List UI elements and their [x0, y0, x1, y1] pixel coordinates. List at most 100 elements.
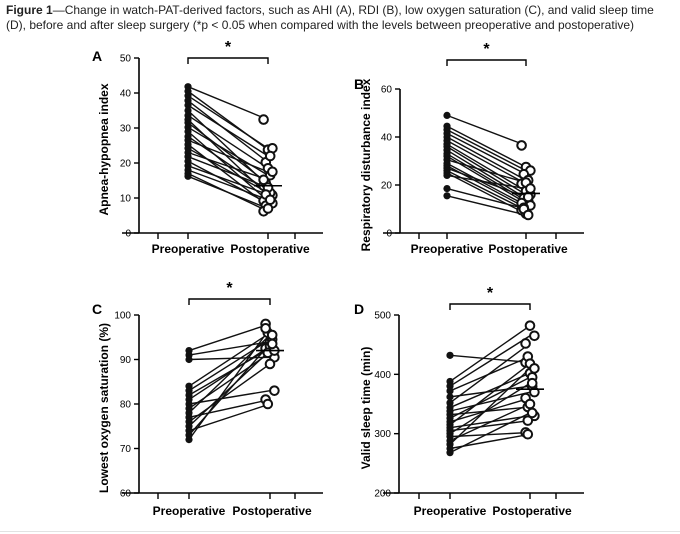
- pair-line: [449, 406, 531, 416]
- y-tick-label: 30: [120, 124, 132, 135]
- significance-bracket: [187, 57, 269, 64]
- post-point: [522, 415, 534, 426]
- pair-line: [449, 385, 531, 398]
- post-point: [264, 150, 276, 162]
- panel-letter-D: D: [354, 301, 364, 317]
- significance-marker: *: [483, 41, 490, 58]
- pair-line: [188, 350, 271, 427]
- y-tick-label: 100: [114, 311, 131, 322]
- pair-line: [449, 382, 531, 435]
- post-point: [526, 377, 538, 389]
- significance-marker: *: [225, 39, 232, 56]
- bottom-divider: [0, 531, 680, 532]
- x-category-label: Preoperative: [152, 242, 225, 256]
- pre-point: [184, 172, 192, 180]
- pair-line: [188, 363, 271, 423]
- pair-line: [446, 162, 527, 207]
- pre-point: [184, 101, 192, 109]
- pair-line: [187, 100, 269, 163]
- pair-line: [187, 156, 269, 189]
- pair-line: [188, 345, 271, 401]
- x-category-label: Postoperative: [230, 242, 310, 256]
- y-axis-title: Apnea-hypopnea index: [97, 83, 111, 215]
- pair-line: [449, 354, 531, 364]
- significance-marker: *: [226, 280, 233, 297]
- x-category-label: Preoperative: [414, 504, 487, 518]
- post-point: [526, 407, 538, 419]
- pair-line: [187, 86, 269, 121]
- post-point: [264, 358, 276, 370]
- x-category-label: Postoperative: [488, 242, 568, 256]
- pre-point: [446, 387, 454, 395]
- pair-line: [446, 159, 527, 184]
- post-point: [516, 140, 527, 151]
- pair-line: [449, 335, 531, 387]
- pair-line: [449, 367, 531, 445]
- pair-line: [446, 139, 527, 185]
- significance-bracket: [446, 59, 527, 66]
- post-point: [262, 203, 274, 214]
- pre-point: [443, 171, 451, 179]
- y-tick-label: 50: [120, 54, 132, 65]
- pair-line: [449, 376, 531, 419]
- post-point: [522, 209, 534, 221]
- pair-line: [187, 165, 269, 196]
- pre-point: [446, 351, 454, 359]
- caption-text: —Change in watch-PAT-derived factors, su…: [6, 3, 654, 32]
- pair-line: [449, 431, 531, 438]
- pair-line: [188, 356, 271, 361]
- pair-line: [188, 389, 271, 405]
- post-point: [258, 174, 269, 186]
- pair-line: [187, 139, 269, 173]
- pair-line: [446, 136, 527, 181]
- x-category-label: Preoperative: [411, 242, 484, 256]
- y-axis-title: Lowest oxygen saturation (%): [97, 323, 111, 493]
- pair-line: [446, 174, 527, 190]
- significance-marker: *: [487, 285, 494, 302]
- post-point: [258, 114, 269, 125]
- post-point: [524, 320, 536, 331]
- y-tick-label: 0: [386, 229, 392, 240]
- x-category-label: Postoperative: [232, 504, 312, 518]
- y-tick-label: 20: [120, 159, 132, 170]
- pair-line: [188, 332, 271, 387]
- post-point: [264, 194, 276, 206]
- pre-point: [185, 436, 193, 444]
- significance-bracket: [449, 303, 531, 310]
- pair-line: [446, 114, 527, 147]
- pre-point: [443, 192, 451, 200]
- post-point: [529, 330, 540, 342]
- pair-line: [187, 104, 269, 157]
- y-tick-label: 70: [120, 444, 132, 455]
- post-point: [520, 338, 531, 349]
- y-tick-label: 80: [120, 400, 132, 411]
- pair-line: [187, 160, 269, 204]
- significance-bracket: [188, 298, 271, 305]
- post-point: [524, 398, 536, 410]
- pair-line: [188, 327, 271, 441]
- pair-line: [188, 323, 271, 352]
- pair-line: [446, 132, 527, 175]
- y-tick-label: 60: [120, 489, 132, 500]
- pair-line: [188, 347, 271, 396]
- y-tick-label: 500: [374, 311, 391, 322]
- y-tick-label: 60: [381, 85, 393, 96]
- post-point: [267, 166, 278, 178]
- post-point: [525, 183, 536, 194]
- pair-line: [187, 95, 269, 149]
- pair-line: [449, 391, 531, 412]
- y-tick-label: 40: [381, 133, 393, 144]
- pair-line: [446, 149, 527, 199]
- figure-caption: Figure 1—Change in watch-PAT-derived fac…: [6, 3, 674, 33]
- y-axis-title: Valid sleep time (min): [359, 347, 373, 470]
- pair-line: [449, 397, 531, 423]
- y-axis-title: Respiratory disturbance index: [359, 78, 373, 251]
- pair-line: [449, 342, 531, 404]
- y-tick-label: 400: [374, 370, 391, 381]
- pair-line: [446, 143, 527, 192]
- post-point: [266, 338, 278, 350]
- panel-letter-C: C: [92, 301, 102, 317]
- pair-line: [187, 151, 269, 181]
- pair-line: [446, 195, 527, 216]
